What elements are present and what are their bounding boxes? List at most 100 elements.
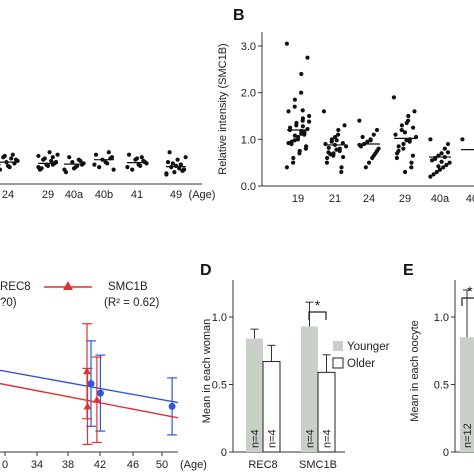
panel-d-n-label: n=4 [250,429,262,448]
panel-a-point [125,165,130,170]
panel-e-n-label: n=12 [462,423,474,448]
panel-b-x-tick-label: 40 [466,193,474,205]
panel-b-point [291,155,296,161]
panel-c-line: 0 34 38 42 46 50 (Age) REC8 ?0) SMC1B (R² = 0.62) [0,281,207,471]
panel-d-y-axis-label: Mean in each woman [201,319,213,424]
panel-e-bar [460,337,474,452]
panel-d-y-tick-label: 0.5 [212,380,227,392]
panel-a-point [71,166,77,171]
panel-b-point [399,123,404,128]
panel-d-n-label: n=4 [322,429,334,448]
panel-b-point [360,134,365,140]
panel-d-legend-older-label: Older [347,358,375,370]
panel-b-point [299,71,304,77]
panel-a-x-tick-label: 49 [170,189,182,201]
panel-a-point [172,169,177,175]
panel-a-point [45,163,51,168]
panel-b-point [396,144,401,149]
panel-b-point [431,172,436,177]
panel-a-point [165,160,171,165]
panel-c-fit-line-smc1b [0,382,179,419]
panel-a-point [139,155,144,160]
panel-c-legend-rec8-label: REC8 [0,281,31,293]
panel-b-point [336,132,341,137]
panel-a-point [67,155,72,160]
panel-b-point [305,55,310,60]
panel-b-point [403,169,408,175]
panel-a-point [10,152,15,157]
panel-b-point [286,109,291,114]
panel-b-x-tick-label: 40a [431,193,450,205]
panel-b-point [284,165,289,170]
panel-b-point [341,154,346,160]
panel-c-x-tick-label: 0 [2,459,8,471]
panel-a-point [183,155,188,160]
panel-b-point [299,90,304,95]
panel-a-point [126,152,132,157]
panel-d-letter: D [200,262,212,279]
panel-a-point [181,167,187,172]
panel-a-point [164,171,169,176]
panel-b-point [336,127,341,133]
panel-b-y-tick-label: 0.0 [241,181,256,193]
panel-b-point [445,141,451,147]
panel-d-significance-star: * [315,297,321,313]
panel-b-point [302,132,307,137]
panel-a-x-tick-label: 40b [95,189,113,201]
panel-c-legend-rec8-r2: ?0) [0,297,17,309]
panel-d-bar-younger [246,338,263,452]
panel-e-y-axis-label: Mean in each oocyte [409,320,421,422]
panel-b-point [409,165,414,170]
panel-b-point [292,133,297,138]
panel-c-point-smc1b [83,402,92,410]
panel-b-point [365,139,370,144]
panel-b-point [292,104,297,109]
panel-b-point [402,130,407,135]
panel-b-point [393,132,398,137]
panel-b-point [396,148,401,154]
panel-b-x-tick-label: 29 [399,193,411,205]
panel-e-letter: E [403,262,414,279]
panel-c-x-axis-label: (Age) [180,459,207,471]
panel-b-point [401,141,406,147]
panel-b-point [300,108,305,113]
panel-b-point [366,160,372,165]
panel-b-point [300,124,305,129]
panel-b-point [433,156,438,162]
panel-b-point [325,155,330,161]
panel-e-y-tick-label: 0.5 [434,380,449,392]
panel-d-legend-younger-swatch [333,341,343,351]
panel-b-point [391,95,396,100]
panel-a-point [50,155,55,160]
panel-a-point [2,153,7,159]
panel-b-x-tick-label: 21 [329,193,341,205]
panel-a-point [105,161,110,166]
panel-e-y-tick-label: 0 [443,447,449,459]
panel-b-point [295,137,300,142]
panel-d-x-tick-label: SMC1B [299,459,337,471]
panel-c-point-rec8 [168,402,176,410]
panel-b-point [404,120,409,126]
panel-b-point [401,146,406,151]
panel-b-point [334,138,339,143]
panel-a-point [141,158,146,164]
panel-b-point [329,139,334,144]
panel-a-point [170,161,175,166]
panel-d-n-label: n=4 [305,429,317,448]
panel-e-y-tick-label: 1.0 [434,312,449,324]
panel-c-legend-smc1b-r2: (R² = 0.62) [104,297,159,309]
panel-d-significance-bracket [308,311,327,320]
panel-c-point-rec8 [96,389,104,397]
panel-b-point [411,125,416,130]
panel-b-point [437,167,443,172]
panel-b-point [307,119,312,124]
panel-c-x-tick-label: 50 [156,459,168,471]
panel-b-point [436,164,441,169]
panel-b-point [328,152,333,157]
panel-b-point [445,150,451,155]
panel-a-point [9,156,14,161]
panel-b-point [333,134,338,140]
panel-a-point [0,167,3,172]
panel-a-point [178,162,183,167]
